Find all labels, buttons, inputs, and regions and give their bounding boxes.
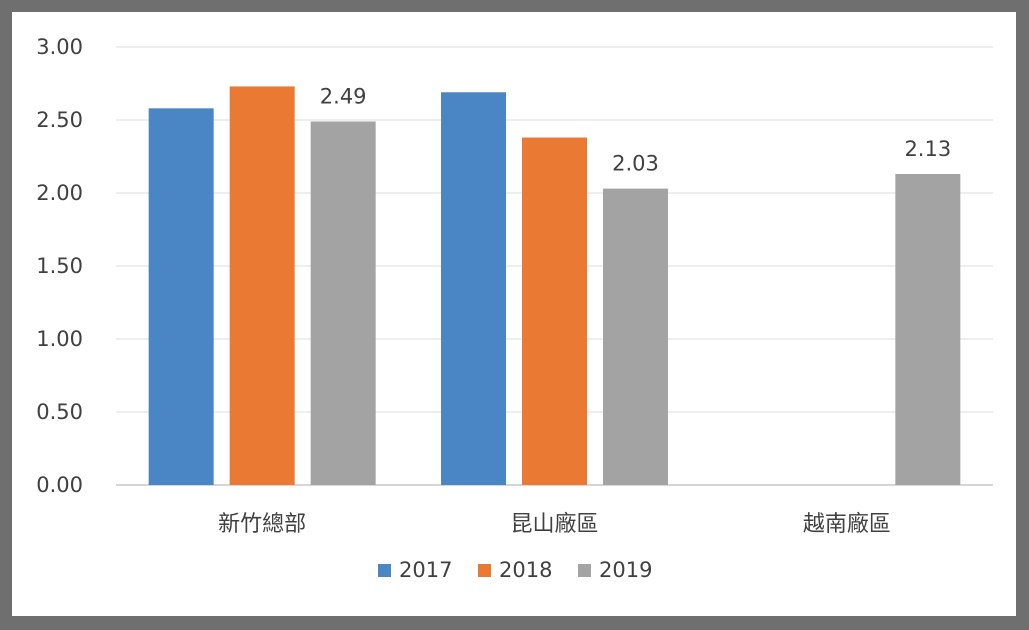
- bar-2019-1: [603, 188, 668, 485]
- y-tick-label: 1.50: [36, 254, 83, 278]
- bar-2017-0: [148, 108, 214, 485]
- y-tick-label: 2.00: [36, 181, 83, 205]
- y-tick-label: 0.50: [36, 400, 83, 424]
- legend-label: 2019: [599, 558, 652, 582]
- chart-panel: 0.00 0.50 1.00 1.50 2.00 2.50 3.00 2.49 2.03 2.1…: [12, 12, 1016, 616]
- legend-swatch-2018: [478, 564, 491, 577]
- bar-chart: 0.00 0.50 1.00 1.50 2.00 2.50 3.00 2.49 2.03 2.1…: [36, 35, 993, 582]
- bar-2019-2: [895, 174, 961, 485]
- data-label: 2.13: [904, 137, 951, 161]
- y-tick-label: 0.00: [36, 473, 83, 497]
- bar-2017-1: [441, 92, 506, 485]
- legend-label: 2017: [399, 558, 452, 582]
- data-label: 2.49: [320, 84, 367, 108]
- y-tick-label: 3.00: [36, 35, 83, 59]
- x-category-label: 越南廠區: [803, 512, 891, 537]
- x-category-label: 昆山廠區: [510, 512, 598, 537]
- x-category-label: 新竹總部: [218, 512, 306, 537]
- legend-swatch-2019: [578, 564, 591, 577]
- legend-swatch-2017: [378, 564, 391, 577]
- y-tick-label: 1.00: [36, 327, 83, 351]
- y-tick-label: 2.50: [36, 108, 83, 132]
- legend-label: 2018: [499, 558, 552, 582]
- bars: [148, 86, 961, 486]
- data-label: 2.03: [612, 152, 659, 176]
- legend: 2017 2018 2019: [378, 558, 652, 582]
- data-labels: 2.49 2.03 2.13: [320, 84, 951, 175]
- bar-2018-0: [229, 86, 295, 486]
- bar-2018-1: [522, 137, 587, 485]
- x-axis: 新竹總部 昆山廠區 越南廠區: [218, 512, 891, 537]
- y-axis: 0.00 0.50 1.00 1.50 2.00 2.50 3.00: [36, 35, 83, 497]
- bar-2019-0: [310, 121, 376, 486]
